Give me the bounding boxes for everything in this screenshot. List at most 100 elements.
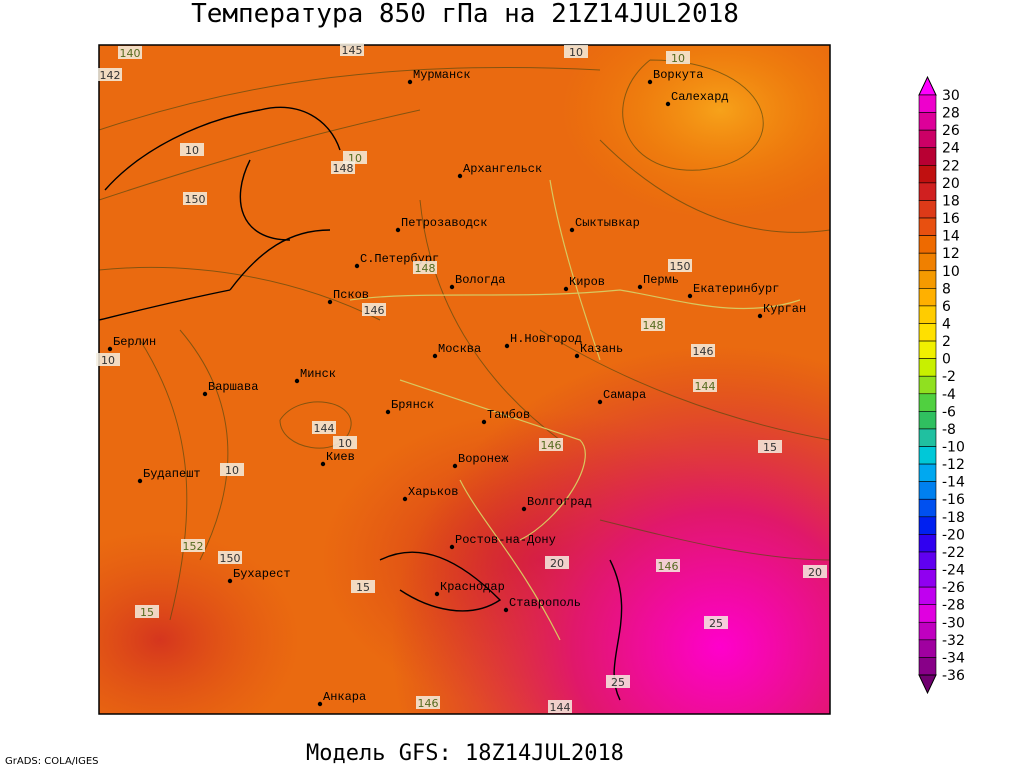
colorbar-label: 18: [942, 193, 960, 209]
city-dot: [452, 463, 458, 469]
contour-label: 148: [415, 262, 436, 275]
contour-label: 15: [140, 606, 154, 619]
colorbar-label: 12: [942, 246, 960, 262]
colorbar-box: [918, 428, 937, 447]
colorbar-label: 2: [942, 334, 951, 350]
colorbar-box: [918, 217, 937, 236]
city-label: Псков: [333, 288, 369, 302]
city-label: Анкара: [323, 690, 366, 704]
colorbar-label: 30: [942, 88, 960, 104]
city-dot: [481, 419, 487, 425]
contour-label: 150: [220, 552, 241, 565]
contour-label: 146: [364, 304, 385, 317]
contour-label-box: [331, 161, 355, 174]
contour-label: 10: [338, 437, 352, 450]
city-label: Харьков: [408, 485, 458, 499]
contour-label: 15: [763, 441, 777, 454]
city-dot: [354, 263, 360, 269]
colorbar-box: [918, 481, 937, 500]
city-label: Ростов-на-Дону: [455, 533, 556, 547]
city-dot: [457, 173, 463, 179]
city-label: Курган: [763, 302, 806, 316]
contour-label: 144: [550, 701, 571, 714]
contour-label: 10: [569, 46, 583, 59]
contour-label-box: [312, 421, 336, 434]
city-dot: [202, 391, 208, 397]
colorbar-box: [918, 516, 937, 535]
contour-label: 148: [643, 319, 664, 332]
contour-label-box: [98, 68, 122, 81]
colorbar-label: -8: [942, 422, 956, 438]
contour-label: 150: [670, 260, 691, 273]
colorbar-box: [918, 94, 937, 113]
colorbar-cap: [918, 674, 937, 695]
colorbar-box: [918, 252, 937, 272]
city-dot: [574, 353, 580, 359]
contour-label-box: [135, 605, 159, 618]
city-dot: [407, 79, 413, 85]
credit: GrADS: COLA/IGES: [5, 756, 99, 767]
colorbar-box: [918, 411, 937, 430]
city-label: Пермь: [643, 273, 679, 287]
contour-label-box: [183, 192, 207, 205]
colorbar-label: 4: [942, 316, 951, 332]
colorbar-label: -28: [942, 598, 965, 614]
city-label: Самара: [603, 388, 646, 402]
city-label: Бухарест: [233, 567, 291, 581]
colorbar-label: -18: [942, 510, 965, 526]
colorbar-box: [918, 586, 937, 605]
city-label: Салехард: [671, 90, 729, 104]
colorbar-label: 14: [942, 229, 960, 245]
contour-label: 146: [418, 697, 439, 710]
colorbar-label: 16: [942, 211, 960, 227]
colorbar-label: -10: [942, 440, 965, 456]
contour-label: 10: [185, 144, 199, 157]
city-label: Архангельск: [463, 162, 542, 176]
city-dot: [665, 101, 671, 107]
city-dot: [757, 313, 763, 319]
city-dot: [449, 544, 455, 550]
colorbar-box: [918, 147, 937, 166]
contour-label: 145: [342, 44, 363, 57]
colorbar-box: [918, 165, 937, 184]
contour-label-box: [118, 46, 142, 59]
colorbar-label: 6: [942, 299, 951, 315]
contour-label: 10: [101, 354, 115, 367]
colorbar-box: [918, 393, 937, 412]
city-label: Варшава: [208, 380, 258, 394]
contour-label-box: [333, 436, 357, 449]
colorbar-label: 20: [942, 176, 960, 192]
contour-label: 144: [695, 380, 716, 393]
contour-label-box: [545, 556, 569, 569]
contour-label-box: [691, 344, 715, 357]
city-dot: [503, 607, 509, 613]
city-dot: [137, 478, 143, 484]
contour-label-box: [548, 700, 572, 713]
city-dot: [521, 506, 527, 512]
contour-label-box: [96, 353, 120, 366]
colorbar-box: [918, 569, 937, 588]
colorbar-box: [918, 621, 937, 641]
city-dot: [385, 409, 391, 415]
colorbar: 302826242220181614121086420-2-4-6-8-10-1…: [918, 75, 965, 695]
contour-label-box: [606, 675, 630, 688]
colorbar-box: [918, 288, 937, 307]
colorbar-box: [918, 551, 937, 570]
colorbar-label: -22: [942, 545, 965, 561]
city-dot: [107, 346, 113, 352]
colorbar-label: -24: [942, 563, 965, 579]
colorbar-box: [918, 534, 937, 553]
city-label: Брянск: [391, 398, 434, 412]
map-frame: [98, 44, 831, 715]
city-dot: [504, 343, 510, 349]
colorbar-box: [918, 639, 937, 658]
contour-label-box: [218, 551, 242, 564]
colorbar-label: 10: [942, 264, 960, 280]
city-dot: [647, 79, 653, 85]
contour-label: 144: [314, 422, 335, 435]
city-label: Минск: [300, 367, 336, 381]
city-dot: [569, 227, 575, 233]
title: Температура 850 гПа на 21Z14JUL2018: [191, 0, 739, 29]
city-dot: [563, 286, 569, 292]
